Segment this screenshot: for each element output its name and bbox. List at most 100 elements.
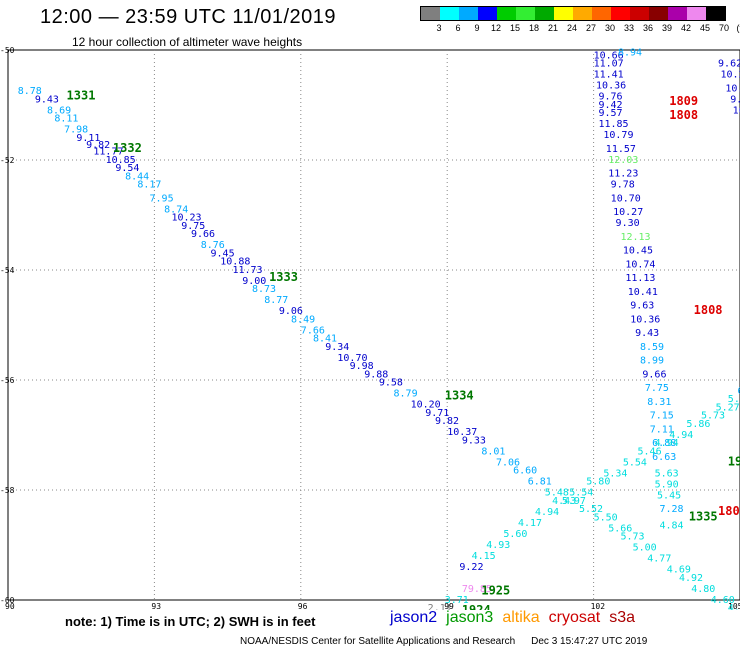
y-tick-label: -60 <box>0 596 15 605</box>
swh-value: 9.66 <box>642 369 666 380</box>
swh-value: 4.94 <box>669 430 693 441</box>
swh-value: 10.45 <box>623 246 653 257</box>
swh-value: 4.60 <box>711 595 735 606</box>
legend-swatch <box>421 7 440 20</box>
swh-value: 4.94 <box>535 507 559 518</box>
page-title: 12:00 — 23:59 UTC 11/01/2019 <box>40 6 337 28</box>
swh-value: 10 <box>733 105 740 116</box>
legend-label: 12 <box>490 23 501 33</box>
pass-time-label: 1924 <box>462 603 491 610</box>
swh-value: 11.77 <box>93 147 123 158</box>
legend-swatch <box>459 7 478 20</box>
swh-value: 4.77 <box>647 554 671 565</box>
swh-value: 10.37 <box>447 427 477 438</box>
x-tick-label: 96 <box>298 602 308 610</box>
swh-value: 10.7 <box>725 83 740 94</box>
credit-text: NOAA/NESDIS Center for Satellite Applica… <box>240 636 516 647</box>
swh-value: 11.23 <box>608 169 638 180</box>
swh-value: 11.41 <box>594 70 624 81</box>
pass-time-label: 1333 <box>269 270 298 284</box>
sat-jason2: jason2 <box>390 609 438 626</box>
map-frame <box>7 49 740 601</box>
swh-value: 5.97 <box>562 496 586 507</box>
swh-value: 5.80 <box>586 477 610 488</box>
swh-value: 9.88 <box>364 369 388 380</box>
swh-value: 6 <box>738 386 740 397</box>
wave-height-map: 90939699102105-50-52-54-56-58-608.789.43… <box>0 46 740 610</box>
swh-value: 8.77 <box>264 295 288 306</box>
swh-value: 10.36 <box>596 81 626 92</box>
legend-label: 3 <box>436 23 442 33</box>
swh-value: 8.17 <box>137 180 161 191</box>
swh-value: 8.94 <box>618 48 642 59</box>
swh-value: 8.76 <box>201 240 225 251</box>
pass-time-label: 1808 <box>669 108 698 122</box>
swh-value: 4.84 <box>659 521 683 532</box>
swh-value: 5.73 <box>701 411 725 422</box>
swh-value: 5.50 <box>594 512 618 523</box>
swh-value: 10.79 <box>603 130 633 141</box>
swh-value: 4.17 <box>518 518 542 529</box>
swh-value: 7.98 <box>64 125 88 136</box>
swh-value: 11.85 <box>598 119 628 130</box>
legend-swatch <box>554 7 573 20</box>
swh-value: 12.13 <box>620 232 650 243</box>
x-tick-label: 99 <box>444 602 454 610</box>
pass-time-label: 1807 <box>718 504 740 518</box>
swh-value: 10.70 <box>337 353 367 364</box>
swh-value: 9.82 <box>435 416 459 427</box>
swh-value: 9.78 <box>611 180 635 191</box>
pass-time-label: 1332 <box>113 141 142 155</box>
legend-label: 70 <box>718 23 729 33</box>
swh-value: 7.75 <box>645 383 669 394</box>
swh-value: 11.07 <box>594 59 624 70</box>
pass-time-label: 1925 <box>481 584 510 598</box>
swh-value: 12.03 <box>608 155 638 166</box>
y-tick-label: -50 <box>0 46 15 55</box>
legend-swatch <box>592 7 611 20</box>
swh-value: 7.15 <box>650 411 674 422</box>
swh-value: 9.75 <box>181 221 205 232</box>
swh-value: 8.59 <box>640 342 664 353</box>
legend-swatch <box>668 7 687 20</box>
swh-value: 11.13 <box>625 273 655 284</box>
legend-label: 30 <box>604 23 615 33</box>
swh-value: 10.85 <box>106 155 136 166</box>
swh-value: 6.88 <box>652 438 676 449</box>
swh-value: 5.45 <box>657 490 681 501</box>
legend-swatch <box>611 7 630 20</box>
swh-value: 7.28 <box>659 504 683 515</box>
legend-label: 21 <box>547 23 558 33</box>
swh-value: 4.94 <box>655 438 679 449</box>
x-tick-label: 93 <box>151 602 161 610</box>
legend-label: 39 <box>661 23 672 33</box>
swh-value: 5.54 <box>569 488 593 499</box>
legend-label: 18 <box>528 23 539 33</box>
swh-value: 9.45 <box>211 248 235 259</box>
swh-value: 9.62 <box>718 59 740 70</box>
swh-value: 9.63 <box>630 301 654 312</box>
swh-value: 4.69 <box>667 565 691 576</box>
swh-value: 8.44 <box>125 171 149 182</box>
swh-value: 9.00 <box>242 276 266 287</box>
swh-value: 4.71 <box>728 603 740 610</box>
swh-value: 7.66 <box>301 325 325 336</box>
legend-label: 9 <box>474 23 480 33</box>
legend-label: 15 <box>509 23 520 33</box>
swh-value: 9.66 <box>191 229 215 240</box>
sat-altika: altika <box>502 609 540 626</box>
swh-value: 5.73 <box>620 532 644 543</box>
swh-value: 8.74 <box>164 204 188 215</box>
swh-value: 79.85 <box>462 584 492 595</box>
swh-value: 9.71 <box>425 408 449 419</box>
swh-value: 10.24 <box>720 70 740 81</box>
swh-value: 6.60 <box>513 466 537 477</box>
pass-time-label: 1335 <box>689 509 718 523</box>
swh-value: 8.78 <box>18 86 42 97</box>
legend-swatch <box>649 7 668 20</box>
swh-value: 2.11 <box>428 603 452 610</box>
swh-value: 9.43 <box>35 94 59 105</box>
legend-label: 6 <box>455 23 461 33</box>
